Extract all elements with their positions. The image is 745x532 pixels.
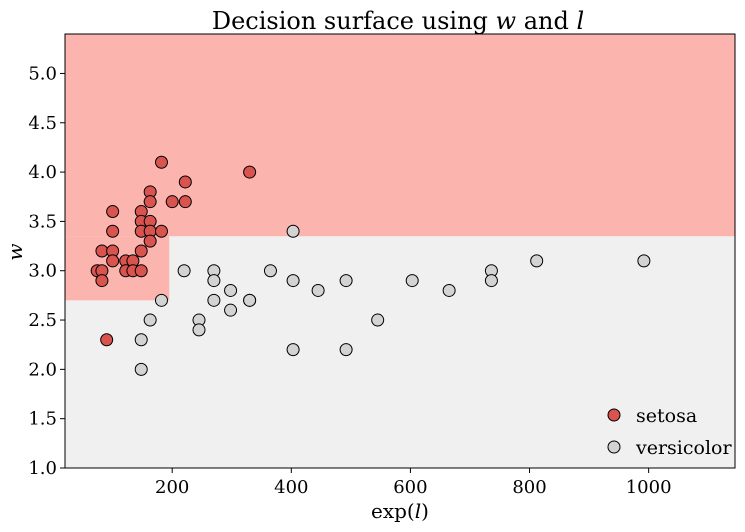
y-tick-label-5.0: 5.0 (28, 63, 57, 84)
point-versicolor-20 (143, 313, 157, 327)
point-versicolor-4 (177, 264, 191, 278)
y-tick-label-1.5: 1.5 (28, 409, 57, 430)
point-versicolor-27 (134, 362, 148, 376)
point-versicolor-25 (286, 343, 300, 357)
legend-marker-setosa (607, 408, 621, 422)
point-setosa-7 (178, 195, 192, 209)
x-tick-label-400: 400 (274, 477, 308, 498)
x-tick-label-600: 600 (393, 477, 427, 498)
point-setosa-28 (95, 274, 109, 288)
plot-frame (64, 33, 736, 469)
point-setosa-1 (154, 155, 168, 169)
x-axis-ticks: 200 400 600 800 1000 (155, 468, 672, 498)
y-tick-label-4.5: 4.5 (28, 113, 57, 134)
point-versicolor-19 (224, 303, 238, 317)
point-versicolor-11 (484, 274, 498, 288)
y-tick-label-3.0: 3.0 (28, 261, 57, 282)
legend-label-setosa: setosa (636, 405, 697, 427)
y-tick-label-4.0: 4.0 (28, 162, 57, 183)
point-versicolor-13 (311, 283, 325, 297)
point-setosa-3 (178, 175, 192, 189)
x-tick-label-800: 800 (512, 477, 546, 498)
point-versicolor-2 (530, 254, 544, 268)
point-versicolor-9 (339, 274, 353, 288)
xlabel-var: l (415, 499, 421, 523)
data-points (90, 155, 651, 376)
xlabel-suffix: ) (421, 499, 429, 523)
x-axis-label: exp(l) (371, 499, 429, 523)
point-versicolor-8 (286, 274, 300, 288)
title-mid: and (516, 7, 576, 35)
point-versicolor-23 (192, 323, 206, 337)
title-var-l: l (576, 7, 584, 35)
point-versicolor-12 (224, 283, 238, 297)
point-setosa-5 (143, 195, 157, 209)
y-tick-label-3.5: 3.5 (28, 211, 57, 232)
point-setosa-6 (165, 195, 179, 209)
point-versicolor-16 (207, 293, 221, 307)
point-setosa-16 (143, 234, 157, 248)
point-setosa-8 (106, 205, 120, 219)
point-setosa-20 (106, 254, 120, 268)
x-tick-label-200: 200 (155, 477, 189, 498)
point-versicolor-26 (339, 343, 353, 357)
point-setosa-15 (154, 224, 168, 238)
point-versicolor-14 (442, 283, 456, 297)
point-setosa-27 (134, 264, 148, 278)
y-tick-label-2.0: 2.0 (28, 359, 57, 380)
region-setosa-1 (65, 34, 735, 237)
chart-title: Decision surface using w and l (212, 7, 584, 35)
y-axis-ticks: 1.0 1.5 2.0 2.5 3.0 3.5 4.0 4.5 5.0 (28, 63, 65, 479)
point-setosa-12 (106, 224, 120, 238)
xlabel-prefix: exp( (371, 499, 415, 523)
point-versicolor-1 (263, 264, 277, 278)
decision-regions (65, 34, 735, 468)
x-tick-label-1000: 1000 (626, 477, 672, 498)
point-setosa-17 (95, 244, 109, 258)
title-prefix: Decision surface using (212, 7, 496, 35)
y-axis-label: w (3, 243, 27, 260)
legend-marker-versicolor (607, 440, 621, 454)
point-versicolor-22 (371, 313, 385, 327)
y-tick-label-1.0: 1.0 (28, 458, 57, 479)
title-var-w: w (496, 7, 517, 35)
legend: setosa versicolor (607, 405, 732, 459)
point-setosa-2 (243, 165, 257, 179)
point-versicolor-18 (243, 293, 257, 307)
point-setosa-0 (100, 333, 114, 347)
y-tick-label-2.5: 2.5 (28, 310, 57, 331)
point-versicolor-7 (207, 274, 221, 288)
point-setosa-19 (134, 244, 148, 258)
legend-label-versicolor: versicolor (635, 437, 732, 459)
point-versicolor-15 (154, 293, 168, 307)
point-versicolor-10 (405, 274, 419, 288)
point-versicolor-0 (286, 224, 300, 238)
point-versicolor-3 (637, 254, 651, 268)
point-versicolor-24 (134, 333, 148, 347)
